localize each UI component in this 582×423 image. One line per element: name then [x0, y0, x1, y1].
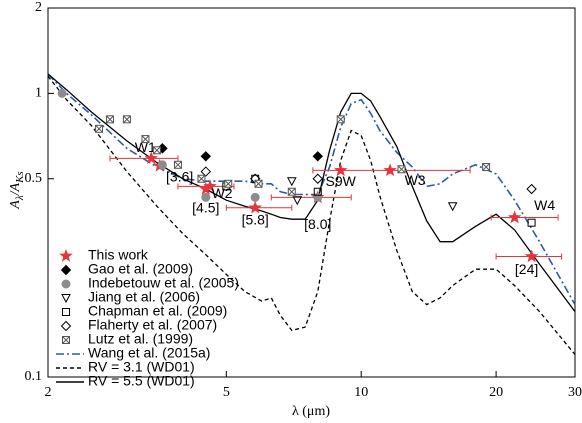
triangle-marker: [447, 202, 458, 212]
crossed-square-marker: [62, 336, 70, 344]
y-tick-label: 2: [35, 0, 42, 15]
legend-label: Gao et al. (2009): [88, 261, 193, 277]
diamond-marker: [200, 151, 212, 162]
cross-part: [336, 115, 345, 124]
legend-label: Flaherty et al. (2007): [88, 317, 217, 333]
y-tick-label: 1: [35, 86, 42, 101]
cross-part: [197, 174, 206, 183]
point-label: [8.0]: [304, 216, 331, 232]
diamond-marker: [60, 264, 72, 276]
plot-frame: [47, 7, 576, 378]
point-label: W2: [212, 185, 233, 201]
circle-marker: [57, 88, 67, 98]
cross-part: [397, 165, 406, 174]
crossed-square-marker: [197, 174, 206, 183]
legend-label: Indebetouw et al. (2005): [88, 275, 239, 291]
crossed-square-marker: [254, 179, 263, 188]
star-marker: [383, 163, 397, 177]
star-marker: [59, 249, 73, 262]
point-label: [24]: [515, 261, 538, 277]
star-marker: [248, 200, 262, 214]
legend-label: This work: [88, 247, 149, 263]
diamond-marker: [312, 151, 323, 162]
point-label: [5.8]: [242, 211, 269, 227]
circle-marker: [313, 192, 323, 202]
x-tick-label: 20: [489, 385, 503, 400]
triangle-marker: [61, 294, 71, 304]
square-marker: [313, 187, 322, 196]
crossed-square-marker: [105, 115, 114, 124]
legend-label: Lutz et al. (1999): [88, 331, 193, 347]
star-marker: [144, 151, 158, 164]
x-axis-label: λ (μm): [292, 404, 330, 419]
circle-marker: [61, 279, 71, 289]
y-label-part: Ks: [14, 171, 26, 184]
cross-part: [287, 187, 296, 196]
point-label: W4: [534, 197, 555, 213]
cross-part: [106, 115, 114, 124]
crossed-square-marker: [336, 115, 345, 124]
diamond-marker: [526, 183, 537, 195]
legend-label: Wang et al. (2015a): [88, 345, 210, 361]
cross-part: [123, 115, 131, 124]
crossed-square-marker: [152, 146, 161, 155]
crossed-square-marker: [482, 163, 491, 172]
star-marker: [508, 210, 522, 224]
error-bar: [490, 214, 559, 221]
point-label: S9W: [326, 173, 357, 189]
x-tick-label: 30: [568, 385, 582, 400]
triangle-marker: [292, 196, 303, 206]
cross-part: [224, 179, 233, 188]
triangle-marker: [286, 177, 297, 187]
star-marker: [199, 182, 213, 195]
y-axis-label: Aλ/AKs: [8, 171, 25, 209]
cross-part: [153, 146, 161, 155]
square-marker: [527, 218, 536, 227]
curve: [47, 73, 576, 312]
star-marker: [203, 179, 217, 192]
x-tick-label: 2: [45, 385, 52, 400]
cross-part: [95, 124, 103, 133]
legend-label: RV = 3.1 (WD01): [88, 359, 195, 375]
crossed-square-marker: [287, 187, 296, 196]
crossed-square-marker: [397, 165, 406, 174]
y-label-part: λ: [14, 195, 26, 201]
y-tick-label: 0.5: [25, 171, 43, 186]
cross-part: [141, 135, 150, 143]
square-marker: [62, 308, 70, 316]
diamond-marker: [60, 320, 72, 332]
diamond-marker: [312, 173, 323, 184]
x-tick-label: 10: [354, 385, 368, 400]
star-marker: [524, 249, 539, 263]
point-label: [4.5]: [192, 200, 219, 216]
crossed-square-marker: [95, 124, 104, 133]
legend-label: RV = 5.5 (WD01): [88, 373, 195, 389]
error-bar: [270, 194, 352, 201]
point-label: [3.6]: [166, 169, 193, 185]
legend-label: Chapman et al. (2009): [88, 303, 227, 319]
y-label-part: /A: [8, 182, 23, 196]
cross-part: [482, 163, 490, 171]
crossed-square-marker: [173, 160, 182, 169]
crossed-square-marker: [141, 135, 150, 144]
circle-marker: [201, 192, 211, 202]
point-label: W1: [135, 139, 156, 155]
y-label-part: A: [8, 200, 23, 210]
legend-label: Jiang et al. (2006): [88, 289, 200, 305]
cross-part: [62, 336, 70, 344]
crossed-square-marker: [122, 115, 131, 124]
cross-part: [174, 160, 182, 169]
y-tick-label: 0.1: [25, 369, 43, 384]
circle-marker: [157, 160, 167, 170]
circle-marker: [250, 192, 260, 202]
crossed-square-marker: [224, 179, 233, 188]
cross-part: [254, 179, 263, 188]
x-tick-label: 5: [223, 385, 230, 400]
curve: [47, 75, 576, 355]
error-bar: [109, 155, 179, 162]
point-label: W3: [405, 172, 426, 188]
star-marker: [334, 163, 348, 177]
diamond-marker: [200, 166, 212, 177]
